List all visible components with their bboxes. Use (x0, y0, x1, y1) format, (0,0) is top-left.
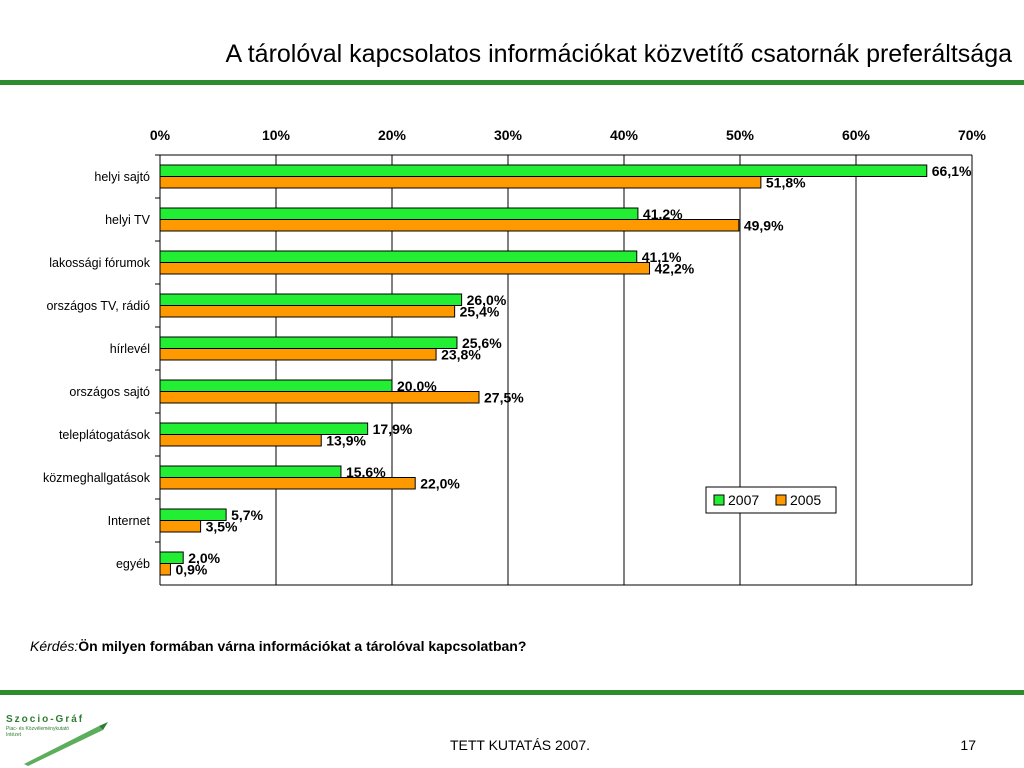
bar-2007 (159, 164, 928, 177)
data-label-2005: 25,4% (460, 304, 500, 320)
bar-2005 (159, 391, 480, 404)
category-label: egyéb (116, 557, 150, 571)
bar-2005 (159, 434, 322, 447)
data-label-2007: 20,0% (397, 378, 437, 394)
legend-swatch-2005 (775, 494, 787, 506)
data-label-2007: 2,0% (188, 550, 220, 566)
bar-2007 (159, 336, 458, 349)
x-tick-label: 70% (958, 127, 987, 143)
logo-name: Szocio-Gráf (6, 714, 85, 725)
bottom-divider (0, 690, 1024, 695)
bar-2007 (159, 379, 393, 392)
bar-2005 (159, 305, 456, 318)
data-label-2005: 42,2% (655, 261, 695, 277)
page-number: 17 (960, 737, 976, 753)
category-label: országos TV, rádió (46, 299, 150, 313)
bar-2005 (159, 176, 762, 189)
data-label-2005: 13,9% (326, 433, 366, 449)
data-label-2007: 41,2% (643, 206, 683, 222)
data-label-2007: 17,9% (373, 421, 413, 437)
x-tick-label: 50% (726, 127, 755, 143)
data-label-2005: 3,5% (206, 519, 238, 535)
category-label: helyi sajtó (94, 170, 150, 184)
bar-chart: 0% 10% 20% 30% 40% 50% 60% 70% helyi sajtó 66,1% 5… (43, 127, 987, 586)
data-label-2005: 51,8% (766, 175, 806, 191)
top-divider (0, 80, 1024, 85)
data-label-2007: 26,0% (467, 292, 507, 308)
data-label-2007: 25,6% (462, 335, 502, 351)
data-label-2007: 66,1% (932, 163, 972, 179)
data-label-2007: 41,1% (642, 249, 682, 265)
bar-2005 (159, 219, 740, 232)
survey-question: Kérdés:Ön milyen formában várna informác… (30, 638, 526, 654)
category-label: teleplátogatások (59, 428, 151, 442)
x-tick-label: 40% (610, 127, 639, 143)
data-label-2005: 49,9% (744, 218, 784, 234)
data-label-2007: 5,7% (231, 507, 263, 523)
data-label-2007: 15,6% (346, 464, 386, 480)
category-label: lakossági fórumok (49, 256, 150, 270)
pen-icon (24, 722, 108, 766)
bar-2007 (159, 207, 639, 220)
bar-2007 (159, 293, 463, 306)
footer-title: TETT KUTATÁS 2007. (449, 737, 591, 753)
question-text: Ön milyen formában várna információkat a… (78, 638, 527, 654)
x-tick-label: 10% (262, 127, 291, 143)
legend (705, 486, 837, 514)
bar-2007 (159, 250, 638, 263)
question-label: Kérdés: (30, 638, 79, 654)
bar-2005 (159, 563, 171, 576)
logo-subtitle: Piac- és Közvéleménykutató Intézet (6, 726, 70, 738)
bar-2005 (159, 520, 202, 533)
x-tick-label: 30% (494, 127, 523, 143)
bar-2007 (159, 465, 342, 478)
data-label-2005: 22,0% (420, 476, 460, 492)
category-label: helyi TV (105, 213, 151, 227)
legend-label-2005: 2005 (790, 492, 821, 508)
slide-title: A tárolóval kapcsolatos információkat kö… (225, 40, 1012, 68)
legend-label-2007: 2007 (728, 492, 759, 508)
category-label: Internet (108, 514, 151, 528)
data-label-2005: 27,5% (484, 390, 524, 406)
category-label: országos sajtó (69, 385, 150, 399)
bar-2005 (159, 477, 416, 490)
x-tick-label: 0% (150, 127, 171, 143)
x-tick-label: 20% (378, 127, 407, 143)
category-label: hírlevél (110, 342, 150, 356)
data-label-2005: 0,9% (175, 562, 207, 578)
company-logo: Szocio-Gráf Piac- és Közvéleménykutató I… (4, 714, 114, 766)
bar-2007 (159, 551, 184, 564)
legend-swatch-2007 (713, 494, 725, 506)
x-tick-label: 60% (842, 127, 871, 143)
category-label: közmeghallgatások (43, 471, 151, 485)
data-label-2005: 23,8% (441, 347, 481, 363)
bar-2005 (159, 348, 437, 361)
bar-2005 (159, 262, 651, 275)
